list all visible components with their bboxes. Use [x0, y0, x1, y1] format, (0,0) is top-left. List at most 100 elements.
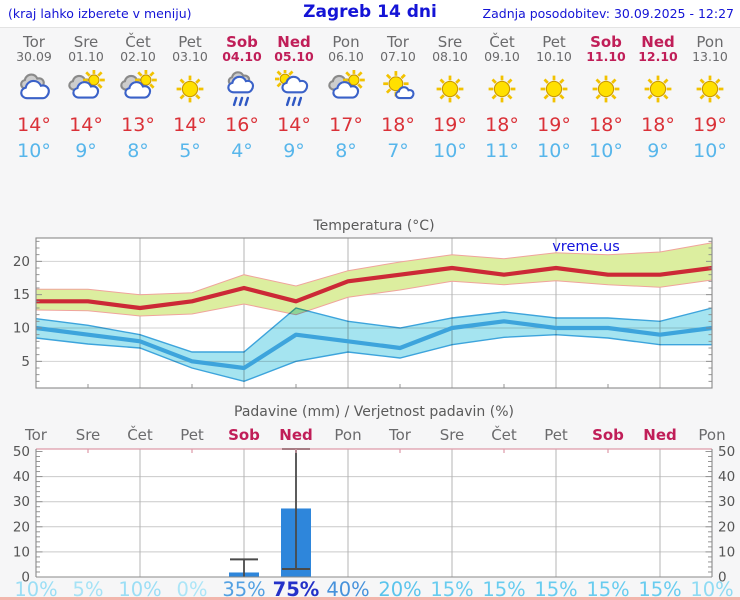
forecast-day: Ned 12.10 18° 9° [632, 34, 684, 170]
day-label: Pon [334, 426, 361, 444]
day-min-temp: 9° [647, 140, 669, 162]
forecast-day-strip: Tor 30.09 14° 10° Sre 01.10 14° 9° Čet 02.10 13° 8°… [0, 28, 740, 170]
partly-sunny-icon [320, 70, 372, 110]
day-max-temp: 14° [69, 114, 103, 136]
day-date: 09.10 [484, 49, 520, 64]
precip-probability: 5% [73, 578, 104, 600]
day-date: 12.10 [638, 49, 678, 64]
day-label: Pon [698, 426, 725, 444]
plot-border [35, 237, 713, 389]
forecast-day: Tor 30.09 14° 10° [8, 34, 60, 170]
forecast-day: Čet 02.10 13° 8° [112, 34, 164, 170]
day-date: 10.10 [536, 49, 572, 64]
precip-probability: 15% [586, 578, 629, 600]
day-name: Sob [226, 33, 258, 51]
svg-text:5: 5 [21, 354, 30, 370]
day-name: Ned [277, 33, 311, 51]
day-date: 03.10 [172, 49, 208, 64]
day-min-temp: 8° [335, 140, 357, 162]
day-label: Sre [440, 426, 465, 444]
bottom-divider [0, 597, 740, 600]
day-max-temp: 19° [693, 114, 727, 136]
max-temp-line [36, 265, 713, 311]
day-date: 08.10 [432, 49, 468, 64]
forecast-day: Sob 11.10 18° 10° [580, 34, 632, 170]
y-axis-labels: 5 10 15 20 [13, 254, 30, 370]
day-date: 01.10 [68, 49, 104, 64]
day-label: Ned [643, 426, 676, 444]
day-name: Pet [542, 33, 566, 51]
page-header: (kraj lahko izberete v meniju) Zagreb 14… [0, 0, 740, 28]
precip-probability: 15% [430, 578, 473, 600]
day-name: Čet [489, 33, 515, 51]
day-min-temp: 7° [387, 140, 409, 162]
precip-probability: 20% [378, 578, 421, 600]
precip-probability: 15% [534, 578, 577, 600]
precip-probability: 0% [177, 578, 208, 600]
day-date: 06.10 [328, 49, 364, 64]
partly-sunny-icon [60, 70, 112, 110]
svg-text:10: 10 [13, 544, 30, 560]
chart-title: Padavine (mm) / Verjetnost padavin (%) [234, 404, 514, 420]
day-date: 11.10 [586, 49, 626, 64]
day-max-temp: 14° [173, 114, 207, 136]
y-axis-labels: 0 0 10 10 20 20 30 30 40 40 50 50 [13, 444, 735, 585]
day-max-temp: 19° [433, 114, 467, 136]
plot-background [36, 449, 712, 577]
precip-probability: 10% [118, 578, 161, 600]
page-title: Zagreb 14 dni [303, 2, 437, 22]
day-label: Pet [544, 426, 568, 444]
forecast-day: Sob 04.10 16° 4° [216, 34, 268, 170]
forecast-day: Pet 03.10 14° 5° [164, 34, 216, 170]
precip-probability: 15% [482, 578, 525, 600]
day-max-temp: 14° [17, 114, 51, 136]
sunny-icon [632, 70, 684, 110]
day-date: 07.10 [380, 49, 416, 64]
sunny-icon [164, 70, 216, 110]
day-min-temp: 10° [537, 140, 571, 162]
day-name: Pon [696, 33, 724, 51]
forecast-day: Pon 13.10 19° 10° [684, 34, 736, 170]
day-name: Ned [641, 33, 675, 51]
axis-ticks [36, 451, 712, 578]
day-date: 13.10 [692, 49, 728, 64]
day-label: Sob [228, 426, 260, 444]
rain-icon [216, 70, 268, 110]
day-min-temp: 11° [485, 140, 519, 162]
svg-text:50: 50 [13, 444, 30, 460]
svg-text:50: 50 [718, 444, 735, 460]
day-max-temp: 18° [589, 114, 623, 136]
day-min-temp: 5° [179, 140, 201, 162]
last-updated-text: Zadnja posodobitev: 30.09.2025 - 12:27 [482, 6, 734, 21]
precipitation-chart: Padavine (mm) / Verjetnost padavin (%) To… [13, 404, 735, 600]
day-min-temp: 10° [589, 140, 623, 162]
sunny-icon [684, 70, 736, 110]
forecast-day: Pon 06.10 17° 8° [320, 34, 372, 170]
day-name: Tor [387, 33, 409, 51]
day-name: Pet [178, 33, 202, 51]
sunny-icon [580, 70, 632, 110]
plot-border [35, 448, 713, 578]
forecast-day: Sre 08.10 19° 10° [424, 34, 476, 170]
day-name: Čet [125, 33, 151, 51]
day-labels: Tor Sre Čet Pet Sob Ned Pon Tor Sre Čet Pet Sob Ned P… [24, 425, 726, 444]
svg-text:20: 20 [13, 519, 30, 535]
day-max-temp: 16° [225, 114, 259, 136]
forecast-day: Tor 07.10 18° 7° [372, 34, 424, 170]
temperature-chart: 5 10 15 20 Temperatura (°C) vreme.us [13, 218, 713, 389]
day-label: Čet [491, 425, 517, 444]
day-min-temp: 9° [75, 140, 97, 162]
day-date: 02.10 [120, 49, 156, 64]
precip-probability: 10% [690, 578, 733, 600]
day-min-temp: 8° [127, 140, 149, 162]
svg-text:10: 10 [718, 544, 735, 560]
day-label: Sre [76, 426, 101, 444]
day-max-temp: 18° [381, 114, 415, 136]
forecast-day: Čet 09.10 18° 11° [476, 34, 528, 170]
svg-text:20: 20 [718, 519, 735, 535]
grid-lines [36, 449, 712, 577]
sunny-icon [424, 70, 476, 110]
svg-text:0: 0 [21, 570, 30, 586]
probability-labels: 10% 5% 10% 0% 35% 75% 40% 20% 15% 15% 15% 15% 15% 10% [14, 578, 733, 600]
